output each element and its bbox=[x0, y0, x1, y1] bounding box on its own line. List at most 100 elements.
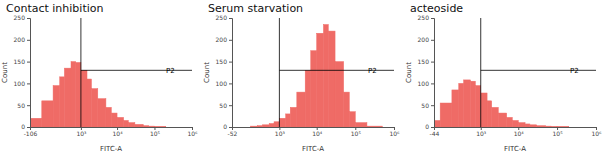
panel-title: Contact inhibition bbox=[6, 2, 103, 15]
y-tick-mark bbox=[229, 105, 232, 106]
y-tick: 200 bbox=[14, 36, 30, 43]
x-tick: 10⁶ bbox=[187, 127, 198, 137]
y-tick: 150 bbox=[216, 58, 232, 65]
x-axis: -5210³10⁴10⁵10⁶ bbox=[228, 127, 401, 137]
histogram-bar bbox=[349, 112, 355, 127]
y-tick-mark bbox=[431, 105, 434, 106]
panel-title: acteoside bbox=[410, 2, 463, 15]
histogram-bar bbox=[279, 118, 285, 127]
histogram-bar bbox=[530, 125, 537, 127]
x-tick: -44 bbox=[430, 127, 440, 137]
x-tick: 10³ bbox=[476, 127, 487, 137]
histogram-bar bbox=[557, 126, 569, 127]
y-tick-mark bbox=[27, 83, 30, 84]
y-tick: 150 bbox=[14, 58, 30, 65]
histogram-bar bbox=[251, 126, 258, 127]
x-tick-label: 10³ bbox=[275, 130, 286, 137]
y-tick: 0 bbox=[425, 123, 434, 130]
histogram-bar bbox=[42, 101, 53, 127]
y-tick-mark bbox=[229, 62, 232, 63]
x-tick: -106 bbox=[24, 127, 38, 137]
y-tick-label: 200 bbox=[216, 36, 228, 43]
y-axis-title: Count bbox=[203, 62, 211, 83]
histogram-bar bbox=[317, 33, 324, 127]
histogram-bar bbox=[464, 80, 471, 127]
histogram-bar bbox=[81, 70, 87, 127]
x-tick: 10⁵ bbox=[553, 127, 564, 137]
y-tick: 50 bbox=[17, 102, 30, 109]
plot-area bbox=[30, 18, 192, 127]
y-tick-label: 100 bbox=[216, 80, 228, 87]
y-axis: 050100150200250 bbox=[418, 14, 435, 130]
y-tick-mark bbox=[27, 62, 30, 63]
x-tick: 10⁴ bbox=[514, 127, 525, 137]
histogram-bar bbox=[53, 86, 60, 127]
histogram-bar bbox=[232, 127, 239, 128]
histogram-bar bbox=[440, 103, 452, 127]
y-tick-label: 0 bbox=[425, 123, 429, 130]
histogram-bar bbox=[335, 62, 344, 127]
histogram-bar bbox=[459, 83, 464, 127]
x-axis: -10610³10⁴10⁵10⁶ bbox=[24, 127, 198, 137]
y-tick: 100 bbox=[14, 80, 30, 87]
gate-horizontal-line bbox=[279, 70, 394, 71]
y-tick-mark bbox=[431, 127, 434, 128]
x-tick: 10⁴ bbox=[312, 127, 323, 137]
panel: P2-4410³10⁴10⁵10⁶050100150200250FITC-ACo… bbox=[405, 2, 602, 153]
histogram-bar bbox=[166, 127, 181, 128]
y-tick-mark bbox=[229, 18, 232, 19]
histogram-bar bbox=[269, 124, 274, 127]
gate-vertical-line bbox=[80, 18, 81, 127]
x-tick-label: 10³ bbox=[76, 130, 87, 137]
x-tick-label: 10⁴ bbox=[312, 130, 323, 137]
x-tick: 10⁵ bbox=[150, 127, 161, 137]
y-tick-label: 200 bbox=[14, 36, 26, 43]
y-tick: 250 bbox=[216, 14, 232, 21]
y-tick-label: 50 bbox=[17, 102, 25, 109]
histogram-bar bbox=[470, 81, 475, 127]
y-tick-mark bbox=[431, 62, 434, 63]
x-tick-label: -106 bbox=[24, 130, 38, 137]
y-axis-line bbox=[27, 19, 31, 128]
y-tick-label: 0 bbox=[223, 123, 227, 130]
y-axis-title: Count bbox=[1, 62, 9, 83]
panel-title: Serum starvation bbox=[208, 2, 303, 15]
histogram-bar bbox=[507, 117, 513, 127]
gate-label: P2 bbox=[166, 67, 175, 75]
histogram-bar bbox=[475, 86, 480, 127]
gate-vertical-line bbox=[480, 18, 481, 127]
y-axis-title: Count bbox=[405, 62, 413, 83]
histogram-bar bbox=[551, 126, 557, 127]
y-axis: 050100150200250 bbox=[14, 14, 31, 130]
x-tick-label: 10⁵ bbox=[150, 130, 161, 137]
histogram-bar bbox=[117, 117, 124, 127]
y-tick-label: 150 bbox=[418, 58, 430, 65]
figure: P2 -106 10³ 10⁴ 10⁵ 10⁶ 0 50 100 150 200 250 FITC-A C… bbox=[0, 0, 606, 155]
histogram-bar bbox=[569, 127, 584, 128]
y-tick-mark bbox=[27, 18, 30, 19]
x-axis-title: FITC-A bbox=[504, 145, 526, 153]
x-tick-label: -52 bbox=[228, 130, 238, 137]
plot-area bbox=[251, 18, 394, 127]
histogram-bar bbox=[60, 77, 65, 127]
histogram-bar bbox=[481, 93, 487, 127]
histogram-bar bbox=[98, 99, 106, 127]
y-tick-label: 50 bbox=[421, 102, 429, 109]
y-tick-label: 150 bbox=[14, 58, 26, 65]
y-tick: 50 bbox=[219, 102, 232, 109]
y-tick-mark bbox=[431, 40, 434, 41]
x-tick-label: 10⁶ bbox=[389, 130, 400, 137]
y-tick-label: 150 bbox=[216, 58, 228, 65]
histogram-bar bbox=[274, 122, 279, 127]
y-tick: 250 bbox=[14, 14, 30, 21]
y-tick-label: 200 bbox=[418, 36, 430, 43]
histogram-bar bbox=[344, 92, 350, 127]
y-tick-label: 50 bbox=[219, 102, 227, 109]
gate-vertical-line bbox=[279, 18, 280, 127]
histogram-bar bbox=[149, 126, 155, 127]
histogram-bar bbox=[143, 126, 148, 127]
histogram-bar bbox=[128, 123, 135, 127]
y-axis-line bbox=[229, 19, 233, 128]
histogram-bar bbox=[305, 70, 311, 127]
histogram-bar bbox=[154, 126, 165, 127]
